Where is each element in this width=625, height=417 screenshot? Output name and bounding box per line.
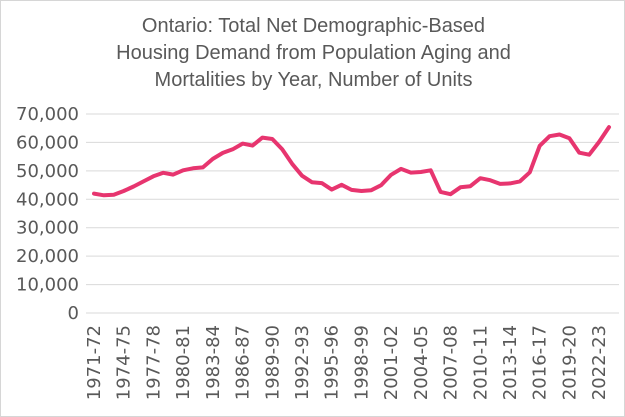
x-tick-label: 1980-81 [173,325,194,400]
x-tick-label: 2019-20 [559,325,580,400]
y-axis-tick-labels: 70,000 60,000 50,000 40,000 30,000 20,000 10,0… [16,104,79,324]
chart-title-line-3: Mortalities by Year, Number of Units [154,69,473,91]
x-tick-label: 1992-93 [292,325,313,400]
y-tick-label: 0 [68,303,79,324]
x-tick-label: 2013-14 [500,325,521,400]
gridlines [86,113,619,314]
y-tick-label: 20,000 [16,246,79,267]
x-tick-label: 1971-72 [84,325,105,400]
x-tick-label: 1977-78 [143,325,164,400]
x-tick-label: 1989-90 [262,325,283,400]
x-tick-label: 1983-84 [203,325,224,400]
chart-title-line-1: Ontario: Total Net Demographic-Based [141,15,486,37]
x-tick-label: 2004-05 [411,325,432,400]
demand-line-series [92,125,611,198]
x-tick-label: 1998-99 [351,325,372,400]
x-tick-label: 2010-11 [470,325,491,400]
y-tick-label: 50,000 [16,161,79,182]
x-tick-label: 2022-23 [589,325,610,400]
chart-title: Ontario: Total Net Demographic-Based Hou… [1,13,624,94]
x-tick-label: 2016-17 [530,325,551,400]
y-tick-label: 10,000 [16,275,79,296]
x-tick-label: 1986-87 [233,325,254,400]
x-axis-tick-labels: 1971-72 1974-75 1977-78 1980-81 1983-84 1986-… [84,325,610,400]
x-tick-label: 1995-96 [322,325,343,400]
chart-title-line-2: Housing Demand from Population Aging and [116,42,511,64]
y-tick-label: 60,000 [16,132,79,153]
x-tick-label: 1974-75 [114,325,135,400]
x-tick-label: 2007-08 [441,325,462,400]
x-tick-label: 2001-02 [381,325,402,400]
y-tick-label: 70,000 [16,104,79,125]
y-tick-label: 40,000 [16,189,79,210]
y-tick-label: 30,000 [16,218,79,239]
